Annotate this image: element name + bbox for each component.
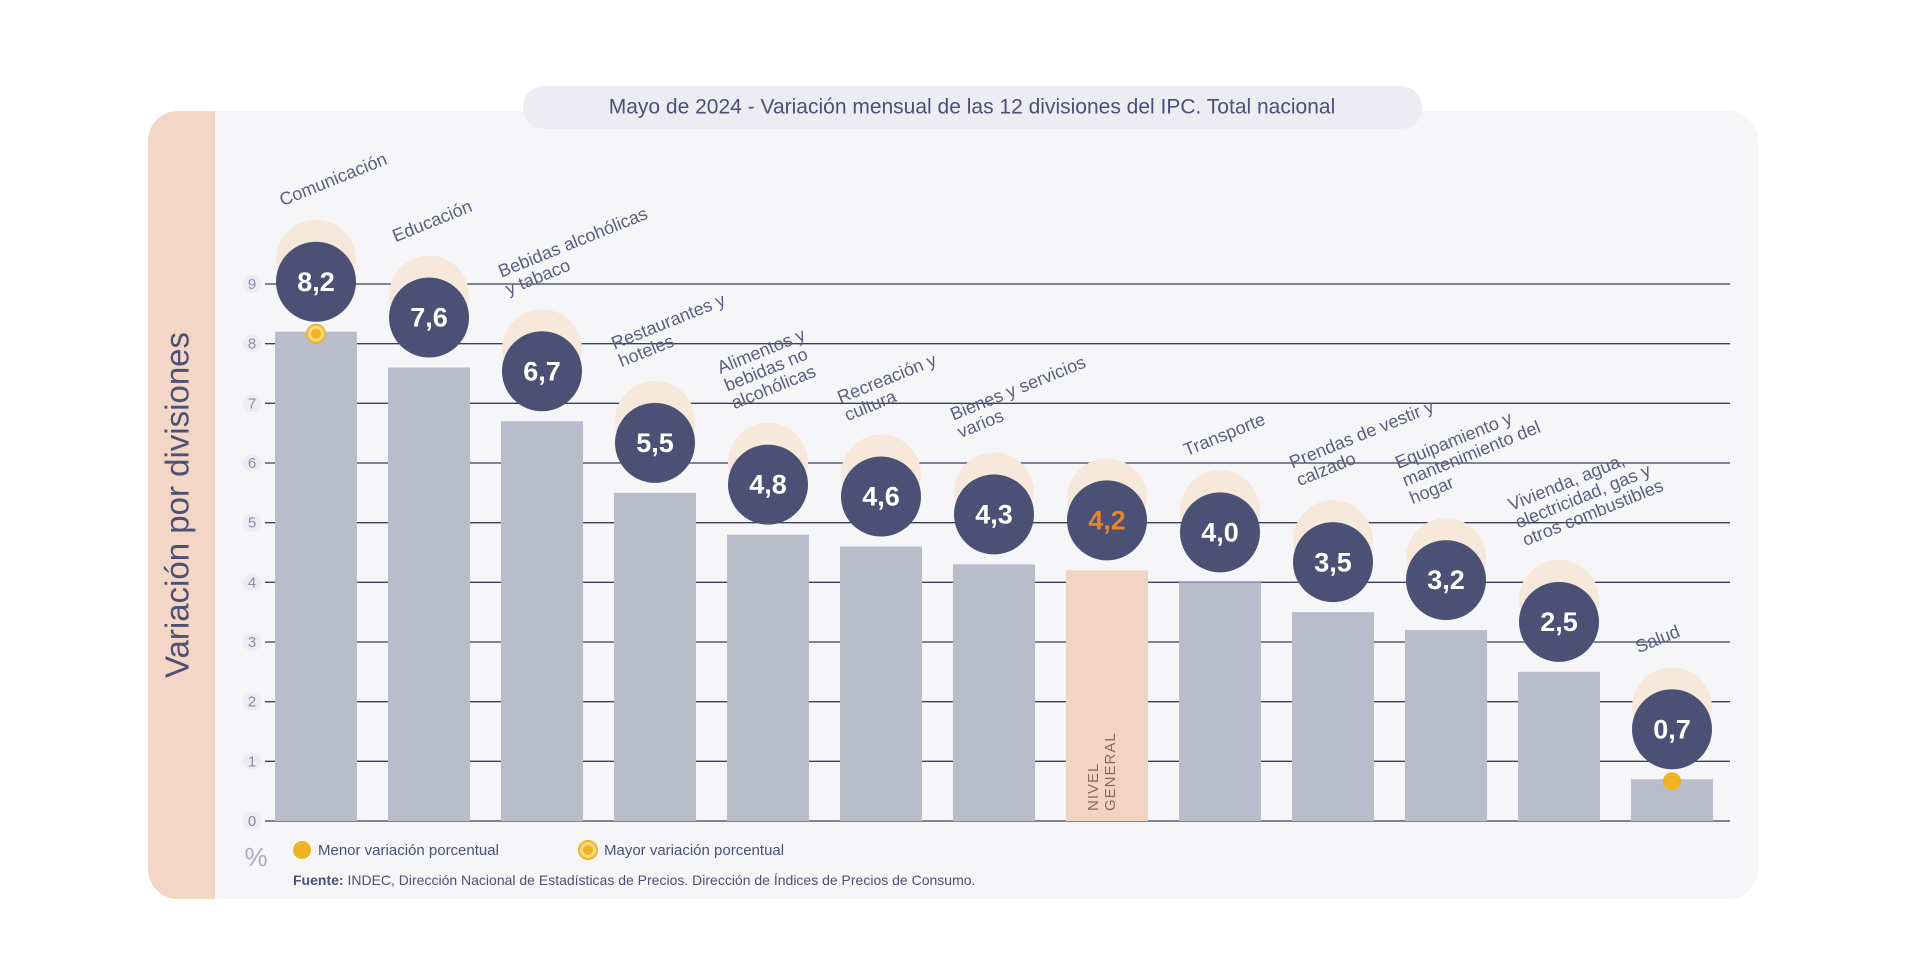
value-badge — [728, 444, 808, 525]
y-tick-dot — [243, 573, 261, 592]
max-marker — [311, 328, 321, 339]
y-tick-dot — [243, 812, 261, 830]
y-tick-dot — [243, 454, 261, 472]
value-label: 7,6 — [410, 303, 448, 333]
bar — [727, 534, 809, 821]
value-badge — [1406, 540, 1486, 621]
bar — [388, 367, 470, 821]
y-tick-dot — [243, 275, 261, 293]
bar — [614, 492, 696, 821]
y-tick-label: 4 — [248, 574, 256, 591]
value-label: 2,5 — [1540, 607, 1578, 637]
value-badge — [502, 331, 582, 412]
category-label: NIVEL GENERAL — [1085, 732, 1119, 811]
bar — [1405, 630, 1487, 821]
value-label: 6,7 — [523, 356, 561, 386]
value-badge — [1067, 480, 1147, 561]
min-marker — [1663, 772, 1681, 791]
y-tick-dot — [243, 513, 261, 532]
value-label: 8,2 — [297, 267, 335, 297]
bar — [275, 331, 357, 821]
value-badge — [1519, 581, 1599, 662]
legend-marker — [293, 841, 311, 859]
y-tick-label: 2 — [248, 694, 256, 711]
y-tick-label: 5 — [248, 515, 256, 532]
y-tick-label: 3 — [248, 634, 256, 651]
y-tick-label: 1 — [248, 753, 256, 770]
value-badge — [1180, 492, 1260, 573]
source-text: INDEC, Dirección Nacional de Estadística… — [347, 872, 975, 888]
y-tick-dot — [243, 692, 261, 711]
y-tick-label: 8 — [248, 336, 256, 353]
value-label: 5,5 — [636, 428, 674, 458]
bar — [1292, 612, 1374, 821]
bar — [1179, 582, 1261, 821]
y-tick-label: 0 — [248, 813, 256, 830]
value-badge — [1293, 522, 1373, 603]
bar — [1518, 671, 1600, 821]
value-badge — [276, 241, 356, 322]
value-badge — [954, 474, 1034, 555]
bar — [501, 421, 583, 821]
value-label: 4,3 — [975, 500, 1013, 530]
source: Fuente: INDEC, Dirección Nacional de Est… — [293, 872, 975, 888]
value-label: 0,7 — [1653, 714, 1691, 744]
bar — [840, 546, 922, 821]
legend-label: Mayor variación porcentual — [604, 842, 784, 859]
value-label: 3,5 — [1314, 547, 1352, 577]
value-label: 4,0 — [1201, 517, 1239, 547]
y-tick-label: 6 — [248, 455, 256, 472]
y-tick-dot — [243, 752, 261, 771]
title-pill — [523, 86, 1422, 129]
value-badge — [615, 402, 695, 483]
side-band — [148, 111, 215, 899]
value-label: 4,8 — [749, 470, 787, 500]
chart-title: Mayo de 2024 - Variación mensual de las … — [609, 96, 1335, 119]
value-label: 4,2 — [1088, 506, 1126, 536]
y-unit: % — [244, 842, 267, 872]
y-tick-label: 9 — [248, 276, 256, 293]
y-tick-dot — [243, 394, 261, 413]
value-badge — [841, 456, 921, 537]
value-label: 4,6 — [862, 482, 900, 512]
legend-label: Menor variación porcentual — [318, 842, 499, 859]
value-badge — [389, 277, 469, 358]
bar — [1066, 570, 1148, 821]
source-label: Fuente: — [293, 872, 344, 888]
y-tick-dot — [243, 633, 261, 651]
y-axis-label: Variación por divisiones — [159, 332, 196, 678]
value-label: 3,2 — [1427, 565, 1465, 595]
legend-marker — [583, 845, 593, 855]
y-tick-label: 7 — [248, 395, 256, 412]
y-tick-dot — [243, 334, 261, 353]
bar — [953, 564, 1035, 821]
value-badge — [1632, 689, 1712, 770]
